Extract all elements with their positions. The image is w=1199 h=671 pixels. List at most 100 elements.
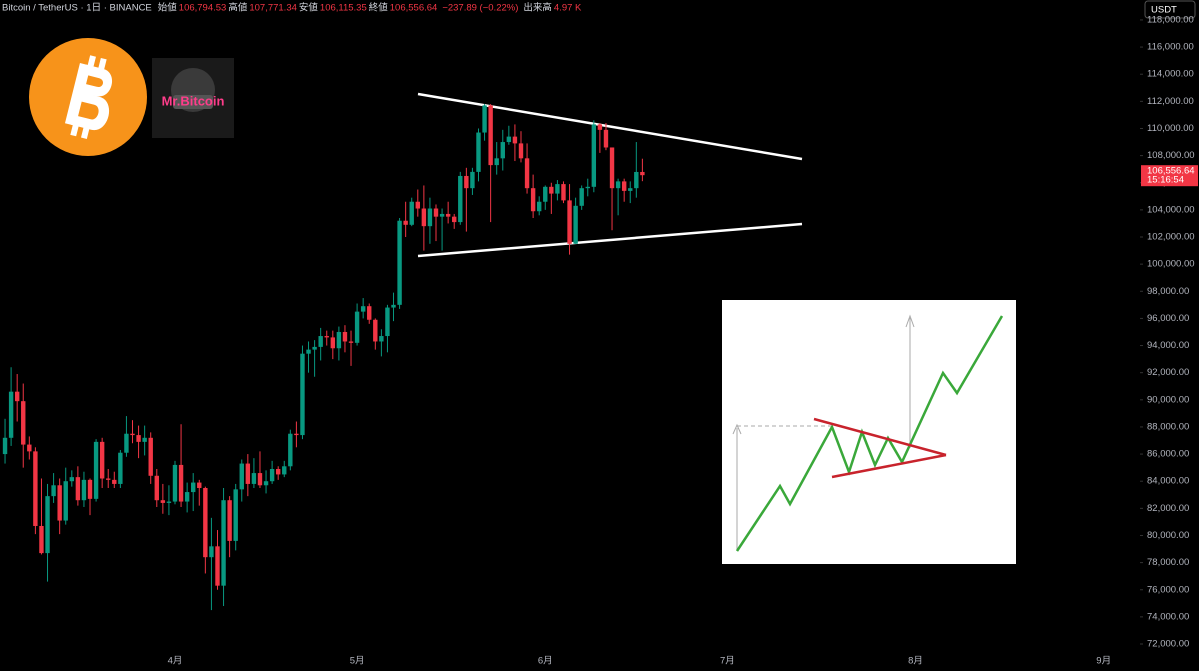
candle-body — [227, 500, 232, 541]
candle-body — [415, 201, 420, 209]
candle-body — [294, 433, 299, 436]
candle-body — [433, 208, 439, 217]
candle-body — [166, 501, 172, 503]
y-tick-label: 82,000.00 — [1147, 503, 1189, 514]
price-tag — [1141, 165, 1198, 187]
candle-body — [439, 213, 445, 217]
candle-body — [263, 481, 269, 486]
candle-body — [634, 171, 639, 189]
y-tick-label: 92,000.00 — [1147, 367, 1189, 378]
candle-body — [269, 469, 275, 482]
header-value: 107,771.34 — [249, 3, 297, 14]
y-tick-label: 78,000.00 — [1147, 557, 1189, 568]
candle-body — [245, 463, 251, 484]
y-tick-label: 76,000.00 — [1147, 584, 1189, 595]
candle-body — [391, 304, 396, 308]
candle-body — [39, 525, 44, 554]
candle-body — [567, 200, 572, 244]
candle-body — [482, 105, 487, 133]
candle-body — [409, 201, 414, 225]
candle-body — [178, 464, 184, 502]
candle-body — [427, 208, 433, 227]
y-tick-label: 88,000.00 — [1147, 421, 1189, 432]
pattern-inset — [722, 300, 1016, 564]
candle-body — [282, 466, 287, 475]
candle-body — [458, 175, 463, 223]
candle-body — [640, 171, 645, 176]
candle-body — [14, 391, 20, 402]
candle-body — [2, 437, 8, 455]
candle-body — [597, 124, 603, 130]
candle-body — [543, 186, 548, 202]
candle-body — [239, 463, 244, 490]
header: 始値 106,794.53 高値 107,771.34 安値 106,115.35 終値 10… — [158, 2, 582, 14]
candle-body — [215, 546, 220, 586]
candle-body — [591, 124, 597, 187]
candle-body — [142, 437, 147, 442]
candle-body — [233, 489, 238, 541]
candle-body — [99, 441, 105, 479]
x-tick-label: 8月 — [908, 656, 923, 667]
candle-body — [555, 184, 560, 194]
y-tick-label: 94,000.00 — [1147, 340, 1189, 351]
candle-body — [191, 482, 196, 493]
header-label: 安値 — [299, 2, 319, 14]
y-tick-label: 74,000.00 — [1147, 611, 1189, 622]
candle-body — [27, 444, 32, 452]
candle-body — [373, 319, 378, 342]
y-tick-label: 80,000.00 — [1147, 530, 1189, 541]
candle-body — [93, 441, 99, 499]
header-value: 106,115.35 — [320, 3, 367, 14]
candle-body — [561, 184, 566, 201]
bitcoin-logo — [29, 38, 147, 156]
header-value: 106,794.53 — [179, 3, 227, 14]
y-tick-label: 112,000.00 — [1147, 96, 1194, 107]
countdown: 15:16:54 — [1147, 175, 1184, 186]
candle-body — [172, 464, 178, 502]
candle-body — [130, 433, 135, 436]
y-tick-label: 118,000.00 — [1147, 14, 1194, 25]
x-tick-label: 7月 — [720, 656, 735, 667]
candle-body — [63, 481, 68, 521]
candle-body — [615, 181, 621, 189]
candle-body — [385, 307, 390, 337]
y-tick-label: 108,000.00 — [1147, 150, 1195, 161]
candle-body — [203, 487, 208, 558]
y-tick-label: 90,000.00 — [1147, 394, 1189, 405]
y-tick-label: 96,000.00 — [1147, 313, 1189, 324]
candle-body — [124, 433, 129, 453]
candle-body — [300, 353, 305, 436]
y-tick-label: 104,000.00 — [1147, 204, 1195, 215]
candle-body — [8, 391, 14, 438]
candle-body — [518, 143, 524, 159]
candle-body — [69, 477, 75, 482]
candle-body — [306, 349, 311, 354]
candle-body — [464, 175, 469, 189]
x-tick-label: 4月 — [168, 656, 183, 667]
candle-body — [530, 188, 536, 212]
candle-body — [506, 136, 512, 143]
candle-body — [57, 485, 62, 521]
candle-body — [106, 478, 111, 480]
candle-body — [51, 485, 56, 497]
candle-body — [112, 479, 117, 484]
candle-body — [154, 475, 159, 501]
y-tick-label: 86,000.00 — [1147, 449, 1189, 460]
candle-body — [512, 136, 518, 144]
candle-body — [251, 473, 257, 484]
currency-button[interactable] — [1144, 0, 1196, 19]
candle-body — [549, 186, 554, 194]
candle-body — [585, 186, 590, 189]
y-tick-label: 110,000.00 — [1147, 123, 1194, 134]
candle-body — [494, 158, 499, 166]
candle-body — [81, 479, 87, 501]
y-tick-label: 102,000.00 — [1147, 232, 1195, 243]
header-change: −237.89 (−0.22%) — [442, 3, 518, 14]
candle-body — [75, 477, 81, 501]
candle-body — [573, 205, 578, 244]
candle-body — [603, 129, 609, 148]
candle-body — [21, 401, 26, 445]
currency-label[interactable]: USDT — [1151, 5, 1177, 16]
avatar: Mr.Bitcoin — [152, 58, 234, 138]
